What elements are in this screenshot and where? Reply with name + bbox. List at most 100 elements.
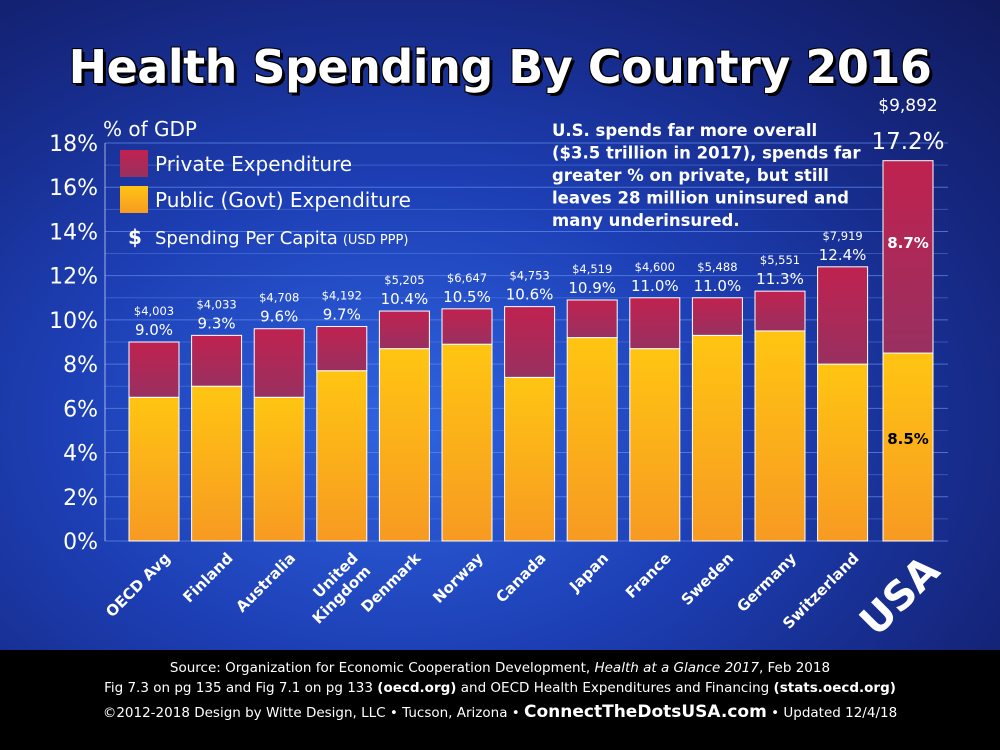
per-capita-label: $4,033 <box>196 297 236 311</box>
per-capita-label: $9,892 <box>878 96 937 116</box>
legend-public-label: Public (Govt) Expenditure <box>155 188 411 212</box>
total-label: 9.7% <box>323 306 361 324</box>
annotation-line: ($3.5 trillion in 2017), spends far <box>552 144 861 163</box>
footer-figures-line: Fig 7.3 on pg 135 and Fig 7.1 on pg 133 … <box>104 680 896 696</box>
y-tick-label: 2% <box>63 486 98 511</box>
annotation-line: many underinsured. <box>552 211 740 230</box>
bar-private <box>441 308 493 345</box>
bar-public <box>566 337 618 542</box>
public-segment-label: 8.5% <box>887 430 929 448</box>
total-label: 11.3% <box>756 270 804 288</box>
total-label: 9.6% <box>260 308 298 326</box>
bar-private <box>253 328 305 398</box>
bar-private <box>191 334 243 387</box>
x-tick-label: Sweden <box>678 549 738 609</box>
bar-private <box>566 299 618 339</box>
per-capita-label: $4,600 <box>635 260 675 274</box>
x-tick-label: Canada <box>492 549 549 606</box>
legend-per-capita-label: Spending Per Capita (USD PPP) <box>155 228 408 249</box>
per-capita-label: $4,519 <box>572 262 612 276</box>
bar-public <box>882 352 934 542</box>
legend-public-swatch <box>120 186 148 213</box>
per-capita-label: $4,753 <box>509 269 549 283</box>
legend-private-label: Private Expenditure <box>155 152 352 176</box>
per-capita-label: $4,003 <box>134 304 174 318</box>
total-label: 12.4% <box>819 246 867 264</box>
total-label: 10.9% <box>568 279 616 297</box>
bar-public <box>817 363 869 542</box>
annotation-line: U.S. spends far more overall <box>552 121 817 140</box>
source-footer: Source: Organization for Economic Cooper… <box>0 650 1000 750</box>
bar-public <box>191 385 243 542</box>
y-axis-title: % of GDP <box>103 117 197 141</box>
footer-source-line: Source: Organization for Economic Cooper… <box>169 660 831 676</box>
bar-private <box>691 297 743 336</box>
footer-credit-line: ©2012-2018 Design by Witte Design, LLC •… <box>102 702 898 722</box>
bar-private <box>378 310 430 350</box>
bar-public <box>316 370 368 542</box>
legend-dollar-icon: $ <box>128 225 142 249</box>
total-label: 10.6% <box>506 286 554 304</box>
y-tick-label: 14% <box>49 220 98 245</box>
y-tick-label: 4% <box>63 442 98 467</box>
total-label: 11.0% <box>631 277 679 295</box>
annotation: U.S. spends far more overall ($3.5 trilli… <box>552 121 861 230</box>
per-capita-label: $7,919 <box>822 229 862 243</box>
x-tick-label: Finland <box>179 549 236 606</box>
bar-public <box>378 348 430 542</box>
private-segment-label: 8.7% <box>887 234 929 252</box>
x-tick-label: USA <box>851 547 949 645</box>
x-tick-label: Norway <box>429 549 487 607</box>
total-label: 11.0% <box>694 277 742 295</box>
bar-labels: $4,003 9.0% $4,033 9.3% $4,708 9.6% $4,192 9.7%… <box>134 96 945 448</box>
per-capita-label: $5,551 <box>760 253 800 267</box>
bar-private <box>316 326 368 372</box>
per-capita-label: $6,647 <box>447 271 487 285</box>
per-capita-label: $5,488 <box>697 260 737 274</box>
bar-private <box>817 266 869 365</box>
legend: % of GDP Private Expenditure Public (Gov… <box>103 117 411 249</box>
total-label: 10.5% <box>443 288 491 306</box>
y-tick-label: 6% <box>63 397 98 422</box>
annotation-line: greater % on private, but still <box>552 166 829 185</box>
bar-public <box>441 343 493 542</box>
bar-private <box>754 290 806 332</box>
x-tick-label: France <box>622 549 675 602</box>
bar-public <box>691 334 743 542</box>
chart-title: Health Spending By Country 2016 <box>68 40 932 94</box>
legend-private-swatch <box>120 150 148 177</box>
x-tick-label: UnitedKingdom <box>296 549 374 627</box>
per-capita-label: $4,708 <box>259 291 299 305</box>
bar-private <box>882 160 934 354</box>
total-label: 9.0% <box>135 321 173 339</box>
annotation-line: leaves 28 million uninsured and <box>552 189 849 208</box>
x-tick-label: Japan <box>565 549 612 596</box>
y-tick-label: 12% <box>49 265 98 290</box>
y-tick-label: 16% <box>49 176 98 201</box>
y-tick-label: 18% <box>49 132 98 157</box>
total-label: 10.4% <box>381 290 429 308</box>
bar-public <box>754 330 806 542</box>
x-tick-label: Germany <box>733 549 800 616</box>
x-tick-label: Denmark <box>358 548 425 615</box>
y-tick-label: 8% <box>63 353 98 378</box>
y-axis: 0% 2% 4% 6% 8% 10% 12% 14% 16% 18% <box>49 132 106 555</box>
total-label: 17.2% <box>871 129 944 155</box>
y-tick-label: 10% <box>49 309 98 334</box>
per-capita-label: $4,192 <box>322 289 362 303</box>
y-tick-label: 0% <box>63 530 98 555</box>
x-tick-label: OECD Avg <box>102 549 174 621</box>
bar-private <box>128 341 180 398</box>
bar-public <box>128 396 180 542</box>
bar-public <box>504 376 556 542</box>
bar-private <box>629 297 681 350</box>
total-label: 9.3% <box>198 314 236 332</box>
footer-website-link[interactable]: ConnectTheDotsUSA.com <box>524 702 767 722</box>
bar-chart: 0%2%4%6%8%10%12%14%16%18% $4,0039.0%$4,0… <box>49 96 949 645</box>
bars <box>128 160 934 542</box>
bar-public <box>253 396 305 542</box>
per-capita-label: $5,205 <box>384 273 424 287</box>
x-tick-label: Australia <box>232 549 299 616</box>
bar-public <box>629 348 681 542</box>
